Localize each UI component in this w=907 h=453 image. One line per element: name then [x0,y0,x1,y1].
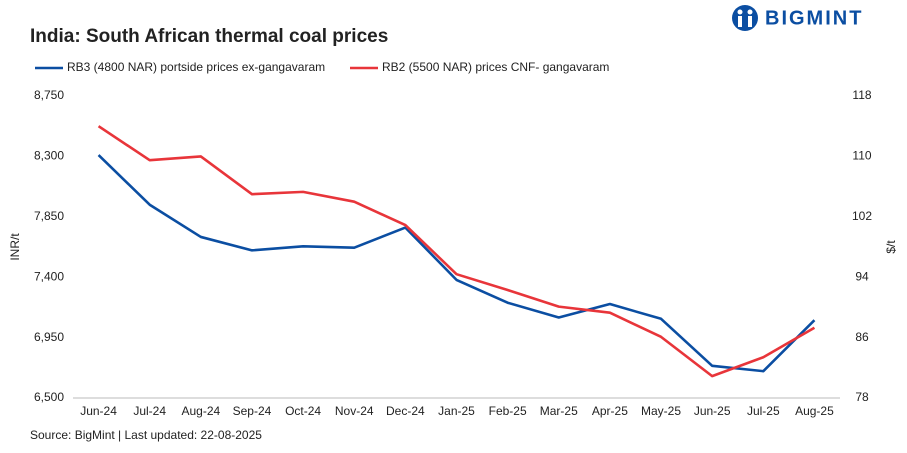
x-tick-label: Jun-25 [694,404,731,418]
x-tick-label: Jun-24 [80,404,117,418]
y-tick-label: 8,300 [34,149,64,163]
x-tick-label: Aug-25 [795,404,834,418]
y2-tick-label: 110 [852,149,871,163]
source-note: Source: BigMint | Last updated: 22-08-20… [30,428,262,442]
legend-label: RB2 (5500 NAR) prices CNF- gangavaram [382,60,609,74]
x-tick-label: Sep-24 [233,404,272,418]
x-tick-label: Apr-25 [592,404,628,418]
x-tick-label: Nov-24 [335,404,374,418]
x-tick-label: Aug-24 [181,404,220,418]
y-tick-label: 7,400 [34,269,64,283]
series-line [97,154,816,373]
x-tick-label: Feb-25 [489,404,527,418]
legend-label: RB3 (4800 NAR) portside prices ex-gangav… [67,60,325,74]
series-line [97,125,816,378]
y2-tick-label: 94 [855,269,869,283]
y-tick-label: 6,950 [34,330,64,344]
y2-tick-label: 78 [855,390,869,404]
y2-axis-label: $/t [884,240,898,254]
logo-icon [732,5,758,31]
chart-title: India: South African thermal coal prices [30,26,388,47]
x-tick-label: Dec-24 [386,404,425,418]
y2-tick-label: 86 [855,330,869,344]
x-tick-label: Oct-24 [285,404,321,418]
y2-tick-label: 118 [852,88,871,102]
x-tick-label: Jul-25 [747,404,780,418]
x-tick-label: Jan-25 [438,404,475,418]
y2-tick-label: 102 [852,209,872,223]
logo-text: BIGMINT [765,7,863,29]
x-tick-label: Mar-25 [540,404,578,418]
y-axis-label: INR/t [8,233,22,261]
y-tick-label: 7,850 [34,209,64,223]
x-tick-label: Jul-24 [133,404,166,418]
y-tick-label: 8,750 [34,88,64,102]
y-tick-label: 6,500 [34,390,64,404]
x-tick-label: May-25 [641,404,681,418]
